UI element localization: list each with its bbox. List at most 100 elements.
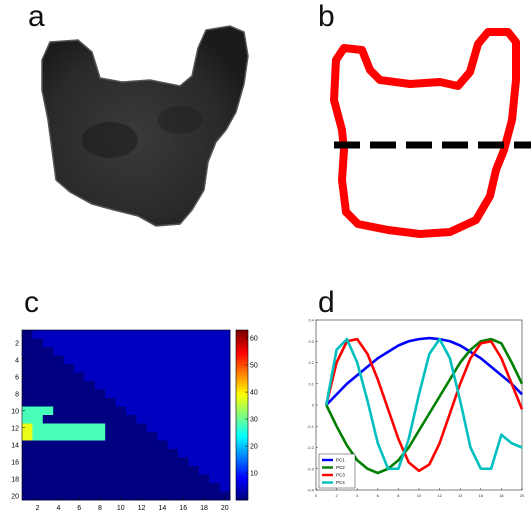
heatmap-cell [126,364,137,373]
heatmap-cell [126,406,137,416]
heatmap-cell [63,440,75,450]
heatmap-cell [136,406,148,416]
heatmap-cell [157,440,168,450]
heatmap-cell [167,474,179,484]
heatmap-cell [94,347,106,356]
heatmap-cell [105,398,116,407]
heatmap-cell [115,415,127,424]
heatmap-cell [209,449,220,458]
heatmap-cell [74,423,85,433]
dark-shape [41,25,249,227]
heatmap-cell [115,389,127,399]
heatmap-cell [188,381,200,390]
heatmap-cell [105,338,116,348]
heatmap-cell [22,491,33,501]
heatmap-cell [42,440,54,450]
colorbar-segment [236,372,248,376]
heatmap-cell [63,372,75,382]
heatmap-cell [42,398,54,407]
colorbar-segment [236,388,248,392]
colorbar-segment [236,361,248,365]
y-tick-label: 4 [15,357,19,364]
colorbar-segment [236,486,248,490]
y-tick-label: 14 [11,442,19,449]
heatmap-cell [94,449,106,458]
colorbar-segment [236,375,248,379]
heatmap-cell [32,423,44,433]
panel-label-b: b [318,0,335,33]
heatmap-cell [105,415,116,424]
heatmap-cell [188,372,200,382]
heatmap-cell [178,432,189,441]
heatmap-cell [115,381,127,390]
y-tick-label: 10 [11,408,19,415]
heatmap-cell [42,483,54,492]
colorbar-segment [236,345,248,349]
heatmap-cell [188,449,200,458]
heatmap-cell [94,381,106,390]
heatmap-cell [146,355,158,365]
colorbar-segment [236,415,248,419]
colorbar-segment [236,454,248,458]
heatmap-cell [167,491,179,501]
heatmap-cell [219,381,231,390]
heatmap-cell [198,381,210,390]
heatmap-cell [53,330,64,339]
heatmap-cell [74,330,85,339]
heatmap-cell [167,483,179,492]
heatmap-cell [219,355,231,365]
heatmap-cell [53,372,64,382]
heatmap-cell [42,338,54,348]
heatmap-cell [115,423,127,433]
heatmap-cell [74,398,85,407]
heatmap-cell [219,406,231,416]
heatmap-cell [74,483,85,492]
heatmap-cell [94,432,106,441]
heatmap-cell [136,338,148,348]
heatmap-cell [115,338,127,348]
x-tick-label: 6 [77,505,81,512]
heatmap-cell [32,491,44,501]
heatmap-cell [84,483,96,492]
heatmap-cell [53,338,64,348]
colorbar-segment [236,484,248,488]
heatmap-cell [32,398,44,407]
heatmap-cell [219,466,231,475]
heatmap-cell [74,347,85,356]
heatmap-cell [209,423,220,433]
series-line-pc4 [325,337,523,471]
heatmap-cell [188,423,200,433]
heatmap-cell [167,406,179,416]
heatmap-cell [198,347,210,356]
colorbar-segment [236,462,248,466]
y-tick-label: -0.1 [307,424,315,429]
heatmap-cell [63,474,75,484]
y-tick-label: 18 [11,476,19,483]
x-tick-label: 10 [117,505,125,512]
heatmap-cell [146,372,158,382]
y-tick-label: 8 [15,391,19,398]
heatmap-cell [94,483,106,492]
colorbar-segment [236,446,248,450]
colorbar-segment [236,497,248,501]
heatmap-cell [105,449,116,458]
heatmap-cell [22,381,33,390]
colorbar-segment [236,489,248,493]
heatmap-cell [198,483,210,492]
heatmap-cell [188,491,200,501]
heatmap-cell [94,364,106,373]
heatmap-cell [22,440,33,450]
heatmap-cell [22,347,33,356]
heatmap-cell [219,440,231,450]
heatmap-cell [53,423,64,433]
heatmap-cell [115,347,127,356]
heatmap-cell [63,364,75,373]
colorbar-segment [236,407,248,411]
heatmap-cell [126,483,137,492]
heatmap-cell [94,406,106,416]
heatmap-cell [74,415,85,424]
heatmap-cell [22,389,33,399]
heatmap-cell [94,491,106,501]
heatmap-cell [188,389,200,399]
heatmap-cell [178,474,189,484]
